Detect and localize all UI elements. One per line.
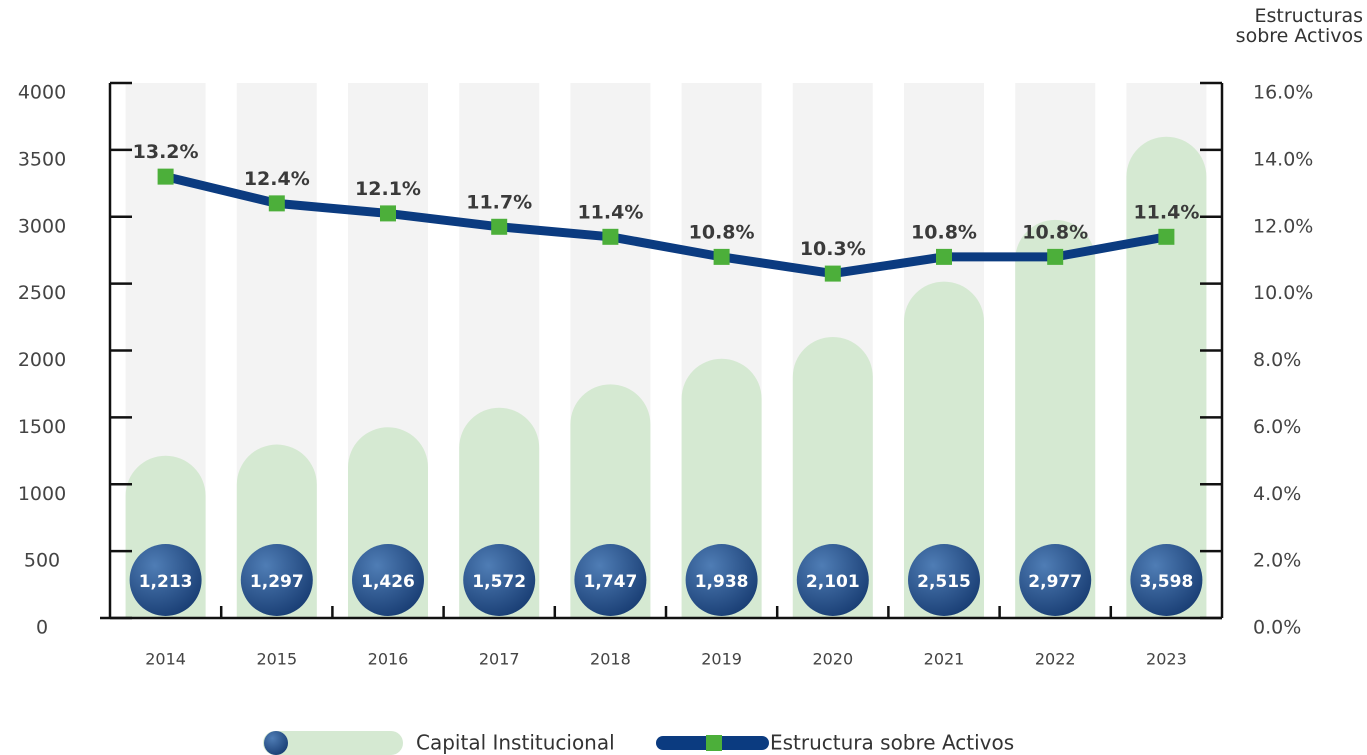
y-tick-label: 2000	[18, 349, 66, 371]
line-value-label: 13.2%	[133, 141, 199, 163]
bar-value-label: 1,938	[695, 572, 749, 592]
value-badge	[463, 544, 536, 616]
y2-tick-label: 14.0%	[1253, 148, 1313, 170]
line-marker	[268, 195, 285, 212]
y-tick-label: 0	[36, 617, 48, 639]
y2-tick-label: 4.0%	[1253, 483, 1301, 505]
bar	[1015, 219, 1096, 618]
x-tick-label: 2017	[479, 650, 520, 669]
y2-tick-label: 12.0%	[1253, 215, 1313, 237]
y2-axis-title: Estructuras sobre Activos	[1235, 5, 1363, 47]
legend-swatch-badge	[264, 731, 288, 755]
line-marker	[157, 168, 174, 185]
bar-value-label: 2,101	[806, 572, 860, 592]
line-value-label: 11.4%	[1133, 201, 1199, 223]
x-tick-label: 2022	[1035, 650, 1076, 669]
y-tick-label: 1500	[18, 416, 66, 438]
y2-tick-label: 10.0%	[1253, 282, 1313, 304]
line-marker	[936, 248, 952, 265]
line-marker	[602, 228, 619, 245]
y2-tick-label: 6.0%	[1253, 416, 1301, 438]
value-badge	[1130, 544, 1203, 616]
line-value-label: 11.7%	[466, 191, 532, 213]
line-marker	[491, 218, 508, 235]
value-badge	[796, 544, 869, 616]
x-tick-label: 2023	[1146, 650, 1187, 669]
bar	[904, 281, 984, 618]
x-tick-label: 2016	[368, 650, 409, 669]
bar-value-label: 1,426	[361, 572, 415, 592]
line	[164, 172, 1168, 279]
legend-label: Estructura sobre Activos	[770, 731, 1014, 755]
x-tick-label: 2018	[590, 650, 631, 669]
line-marker	[1047, 248, 1064, 265]
y-tick-label: 3000	[18, 215, 66, 237]
value-badge	[129, 544, 202, 616]
bar-value-label: 1,297	[250, 572, 304, 592]
bar-value-label: 2,515	[917, 572, 971, 592]
y2-tick-label: 8.0%	[1253, 349, 1301, 371]
value-badge	[685, 544, 758, 616]
y-tick-label: 2500	[18, 282, 66, 304]
value-badge	[240, 544, 313, 616]
bar	[1126, 136, 1207, 618]
line-value-label: 12.1%	[355, 178, 421, 200]
value-badge	[1019, 544, 1092, 616]
value-badge	[574, 544, 647, 616]
x-tick-label: 2014	[145, 650, 186, 669]
value-badge	[908, 544, 980, 616]
y-tick-label: 3500	[18, 148, 66, 170]
bar	[792, 336, 873, 618]
y2-tick-label: 16.0%	[1253, 82, 1313, 104]
line-value-label: 11.4%	[577, 201, 643, 223]
x-tick-label: 2015	[256, 650, 297, 669]
bar-value-label: 1,572	[472, 572, 526, 592]
bar-value-label: 1,213	[139, 572, 193, 592]
x-tick-label: 2020	[812, 650, 853, 669]
x-tick-label: 2021	[924, 650, 965, 669]
line-marker	[713, 248, 730, 265]
line-value-label: 10.3%	[800, 238, 866, 260]
line-value-label: 10.8%	[911, 221, 977, 243]
line-marker	[1158, 228, 1175, 245]
y-tick-label: 500	[24, 550, 60, 572]
y-tick-label: 1000	[18, 483, 66, 505]
bar-value-label: 3,598	[1140, 572, 1194, 592]
line-value-label: 10.8%	[689, 221, 755, 243]
line-marker	[824, 265, 841, 282]
y2-tick-label: 2.0%	[1253, 550, 1301, 572]
legend-label: Capital Institucional	[416, 731, 615, 755]
bar-value-label: 2,977	[1028, 572, 1082, 592]
x-tick-label: 2019	[701, 650, 742, 669]
y-tick-label: 4000	[18, 82, 66, 104]
bar-value-label: 1,747	[584, 572, 638, 592]
line-value-label: 12.4%	[244, 168, 310, 190]
value-badge	[352, 544, 424, 616]
legend-swatch-marker	[706, 735, 722, 751]
line-marker	[380, 205, 396, 222]
y2-tick-label: 0.0%	[1253, 617, 1301, 639]
legend-swatch	[263, 731, 403, 755]
line-value-label: 10.8%	[1022, 221, 1088, 243]
